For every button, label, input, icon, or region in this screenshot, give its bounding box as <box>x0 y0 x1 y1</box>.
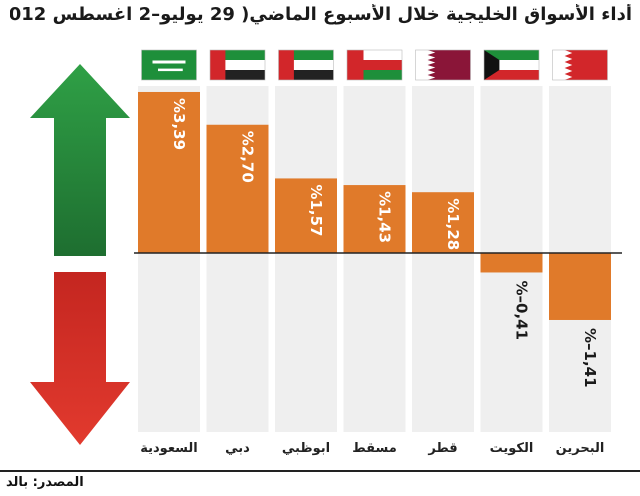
uae-flag <box>278 49 334 81</box>
data-label: %–0,41 <box>513 280 531 340</box>
category-label: قطر <box>427 441 457 456</box>
category-panel <box>275 86 337 432</box>
bahrain-flag <box>552 49 608 81</box>
uae-flag <box>209 49 266 81</box>
bar <box>343 185 406 253</box>
bottom-rule <box>0 470 640 472</box>
bar <box>549 253 611 320</box>
saudi-arabia-flag <box>141 49 197 81</box>
category-label: البحرين <box>556 441 605 456</box>
bar <box>480 253 543 273</box>
up-arrow-icon <box>30 64 130 256</box>
data-label: %–1,41 <box>581 328 599 388</box>
source-credit: المصدر: بالد <box>6 475 84 490</box>
data-label: %1,43 <box>376 191 394 243</box>
data-label: %3,39 <box>170 98 188 150</box>
data-label: %2,70 <box>239 131 257 183</box>
oman-flag <box>346 49 403 81</box>
category-label: مسقط <box>352 441 397 456</box>
bar <box>275 178 337 253</box>
chart-title: أداء الأسواق الخليجية خلال الأسبوع الماض… <box>10 4 632 25</box>
category-label: ابوظبي <box>282 441 330 456</box>
data-label: %1,57 <box>307 184 325 236</box>
down-arrow-icon <box>30 272 130 445</box>
kuwait-flag <box>483 49 540 81</box>
category-label: الكويت <box>490 441 534 456</box>
qatar-flag <box>415 49 471 81</box>
bar <box>412 192 474 253</box>
bar <box>138 91 200 253</box>
category-panel <box>343 86 406 432</box>
data-label: %1,28 <box>444 198 462 250</box>
category-label: دبي <box>225 441 250 456</box>
bar <box>206 124 269 253</box>
category-panel <box>412 86 474 432</box>
category-label: السعودية <box>140 441 198 456</box>
